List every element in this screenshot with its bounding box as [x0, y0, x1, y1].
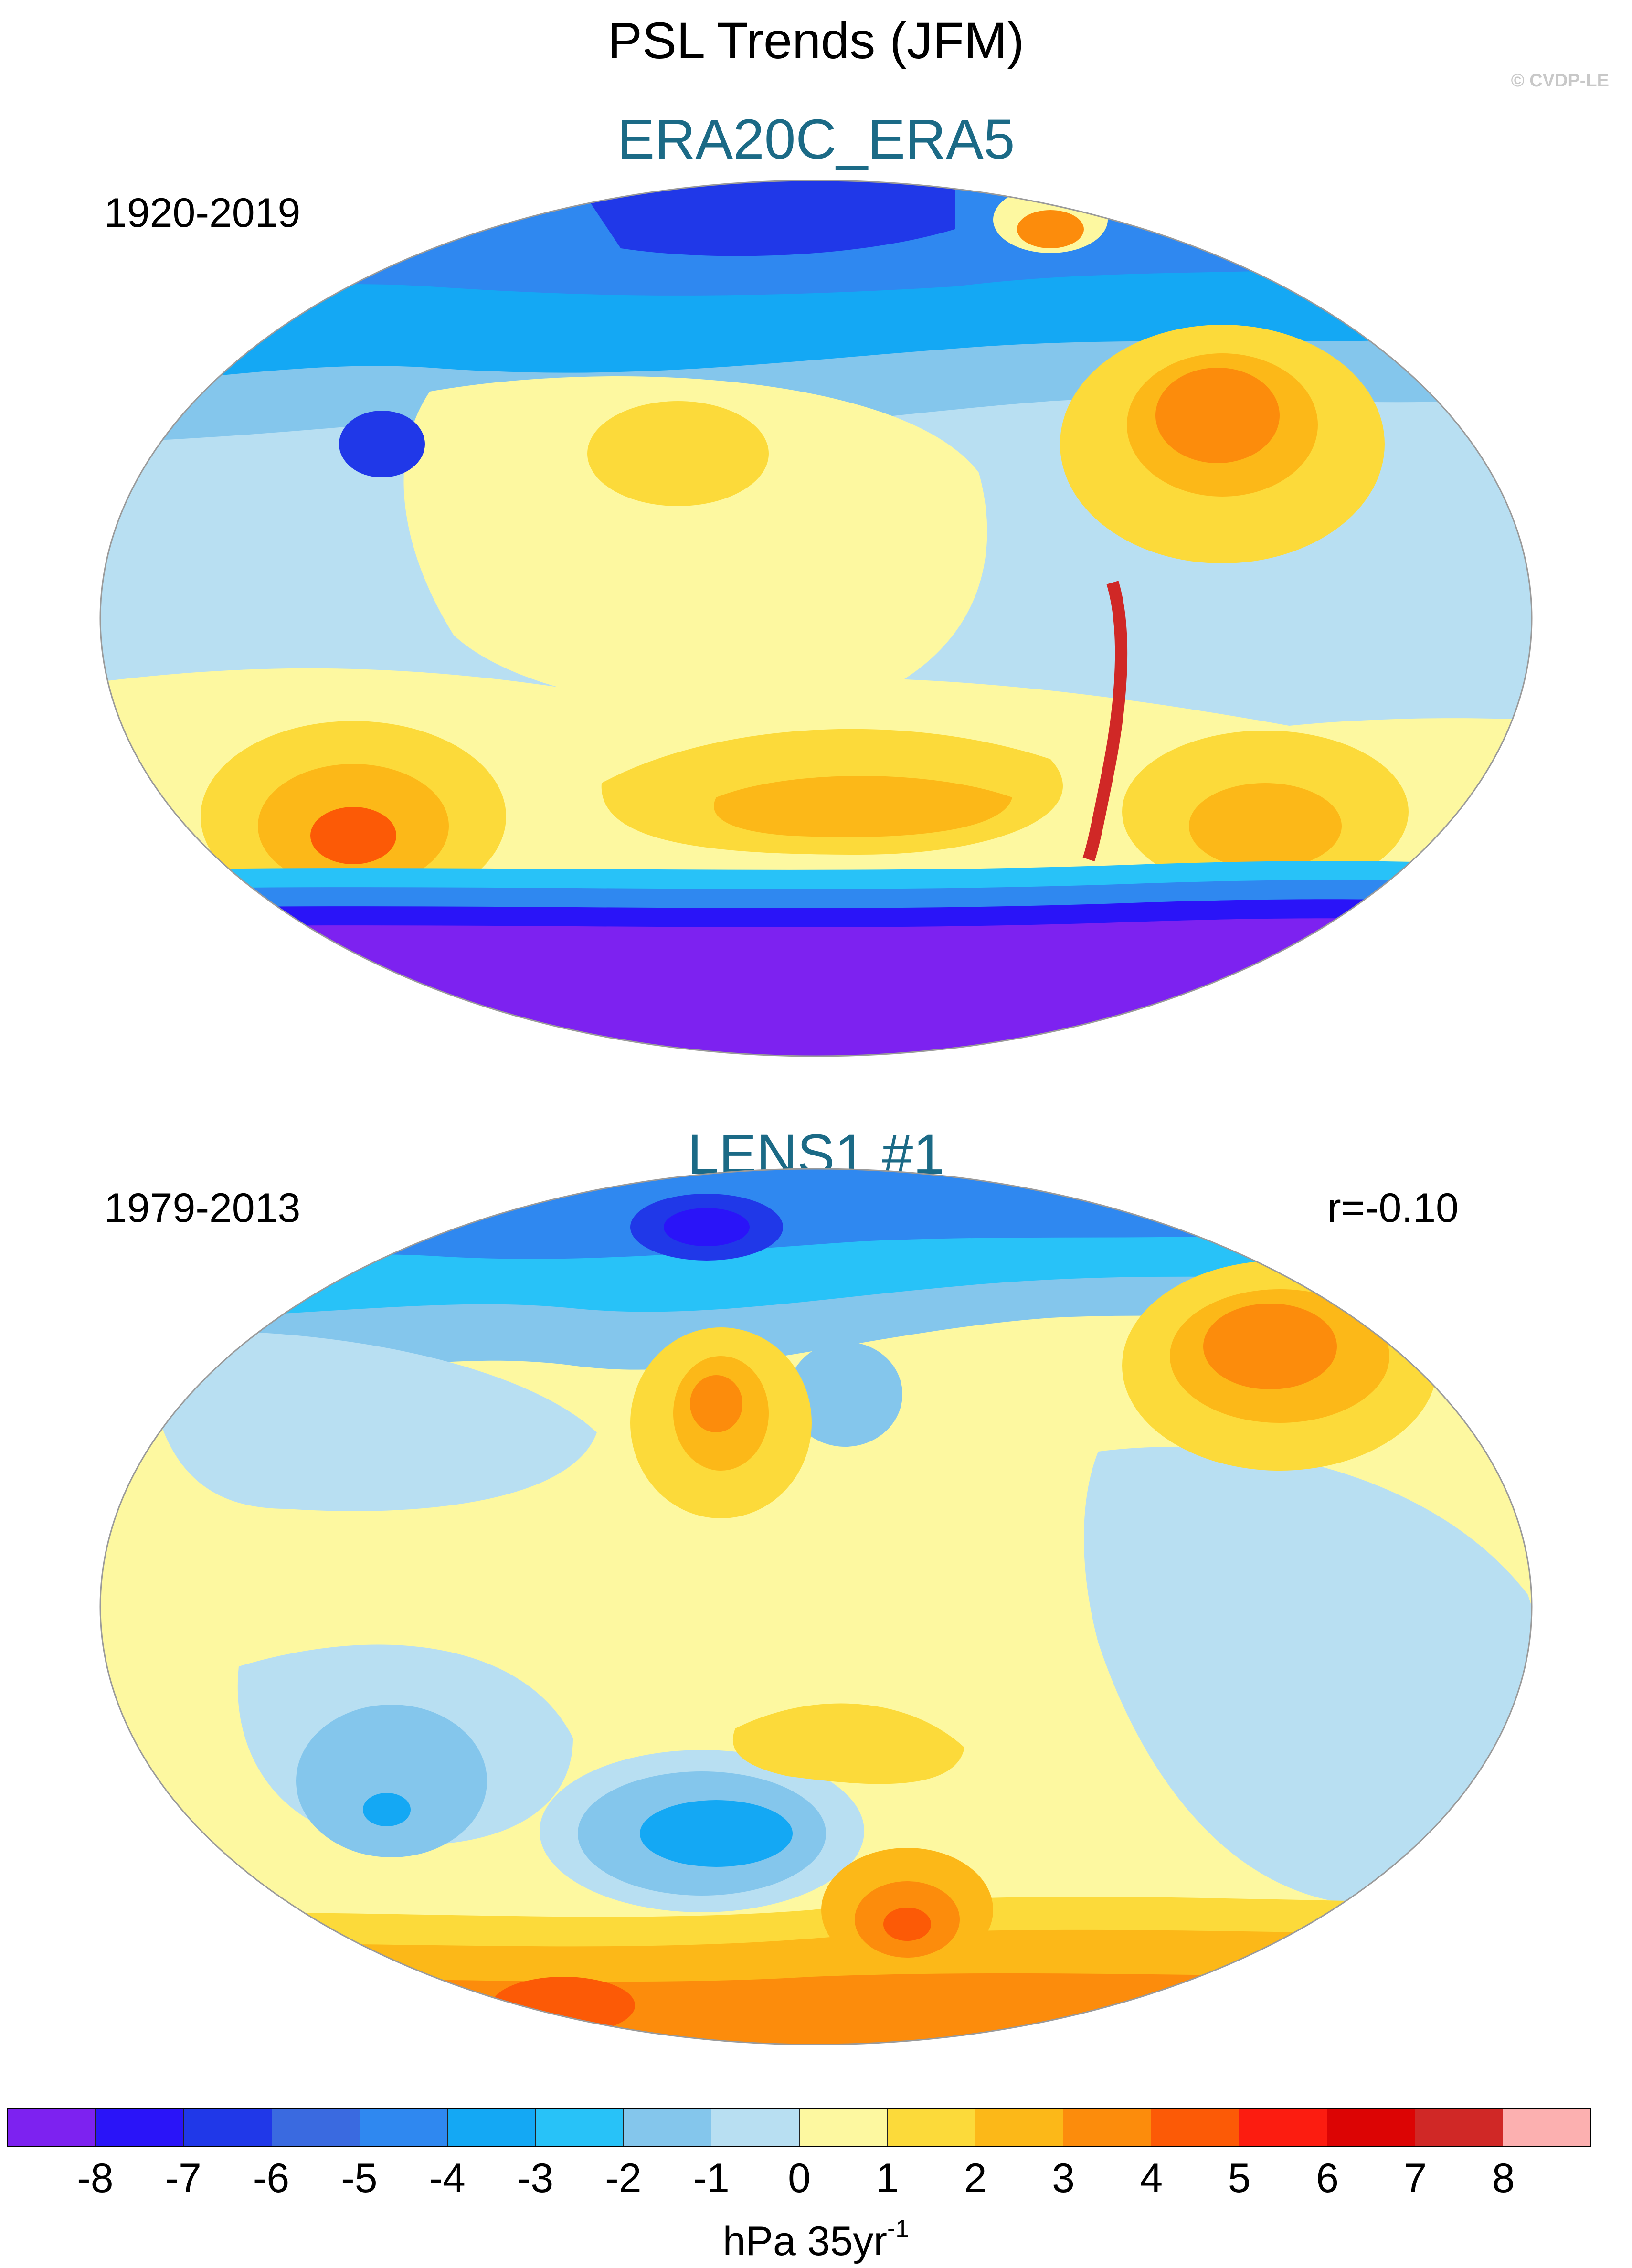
colorbar-box — [1239, 2109, 1327, 2146]
panel-1-title: ERA20C_ERA5 — [617, 108, 1015, 171]
colorbar-tick-label: 2 — [964, 2155, 987, 2201]
colorbar-box — [624, 2109, 712, 2146]
colorbar-tick-label: -7 — [165, 2155, 201, 2201]
map1-pacific-positive — [403, 376, 987, 711]
colorbar-tick-label: -1 — [693, 2155, 730, 2201]
map1-south-pacific-high-core — [714, 776, 1012, 837]
map2-central-pacific-high — [732, 1703, 964, 1784]
figure-title: PSL Trends (JFM) — [607, 11, 1025, 69]
colorbar-tick-label: -8 — [77, 2155, 114, 2201]
colorbar-box — [447, 2109, 536, 2146]
map2-europe-high-core — [1203, 1304, 1337, 1389]
map2-north-pacific-high-core — [690, 1375, 742, 1432]
colorbar-units: hPa 35yr-1 — [0, 2205, 1632, 2265]
colorbar-box — [184, 2109, 272, 2146]
colorbar-tick-label: -6 — [253, 2155, 290, 2201]
colorbar-box — [272, 2109, 360, 2146]
map1-atlantic-high-core — [1155, 368, 1280, 463]
colorbar-tick-label: 0 — [788, 2155, 811, 2201]
colorbar-box — [887, 2109, 975, 2146]
panel-1-period: 1920-2019 — [104, 190, 301, 236]
colorbar — [7, 2108, 1591, 2147]
map2-alaska-low — [788, 1342, 902, 1447]
map2-south-pacific-low-core — [640, 1800, 793, 1867]
map2-eurasia-negative — [143, 1331, 597, 1511]
map1-frame — [99, 180, 1533, 1057]
map2-antarctic-belt-inner — [100, 1973, 1532, 2045]
map1-antarctic-minimum — [100, 918, 1532, 1056]
map2-frame — [99, 1168, 1533, 2045]
colorbar-box — [1327, 2109, 1415, 2146]
panel-2-map — [99, 1168, 1533, 2045]
colorbar-box — [975, 2109, 1064, 2146]
panel-2-period: 1979-2013 — [104, 1185, 301, 1231]
units-label: hPa 35yr — [722, 2218, 887, 2264]
colorbar-box — [1151, 2109, 1240, 2146]
colorbar-box — [711, 2109, 800, 2146]
colorbar-tick-label: 4 — [1140, 2155, 1163, 2201]
colorbar-tick-label: 1 — [876, 2155, 899, 2201]
colorbar-tick-label: -3 — [517, 2155, 554, 2201]
colorbar-tick-label: 7 — [1404, 2155, 1427, 2201]
map1-pacific-centre — [587, 401, 769, 506]
map1-andes-streak — [1082, 581, 1128, 862]
map2-indian-negative-core — [363, 1793, 411, 1826]
map1-tibet-low — [339, 411, 425, 477]
map1-south-indian-high-core — [310, 807, 396, 864]
colorbar-tick-label: -2 — [605, 2155, 642, 2201]
colorbar-box — [1063, 2109, 1152, 2146]
map2-amundsen-high-core — [883, 1908, 931, 1941]
colorbar-tick-label: 3 — [1052, 2155, 1075, 2201]
units-exponent: -1 — [887, 2215, 910, 2243]
colorbar-tick-label: 5 — [1228, 2155, 1251, 2201]
map2-siberian-low-core — [664, 1208, 750, 1246]
colorbar-box — [536, 2109, 624, 2146]
panel-2-correlation: r=-0.10 — [1327, 1185, 1459, 1231]
map1-greenland-core — [1017, 210, 1084, 248]
colorbar-tick-label: 6 — [1316, 2155, 1339, 2201]
colorbar-tick-label: -4 — [429, 2155, 466, 2201]
colorbar-box — [1503, 2109, 1591, 2146]
map1-south-atlantic-high-core — [1189, 783, 1342, 869]
colorbar-box — [360, 2109, 448, 2146]
colorbar-box — [799, 2109, 888, 2146]
map1-arctic-minimum — [573, 180, 955, 256]
colorbar-box — [1415, 2109, 1503, 2146]
map2-indian-negative-mid — [296, 1705, 487, 1857]
map2-east-antarctic-high — [492, 1977, 635, 2034]
colorbar-tick-label: 8 — [1492, 2155, 1515, 2201]
watermark: © CVDP-LE — [1511, 71, 1609, 91]
map2-atlantic-negative — [1084, 1447, 1532, 1906]
panel-1-map — [99, 180, 1533, 1057]
colorbar-tick-label: -5 — [341, 2155, 378, 2201]
colorbar-box — [8, 2109, 96, 2146]
colorbar-box — [96, 2109, 184, 2146]
